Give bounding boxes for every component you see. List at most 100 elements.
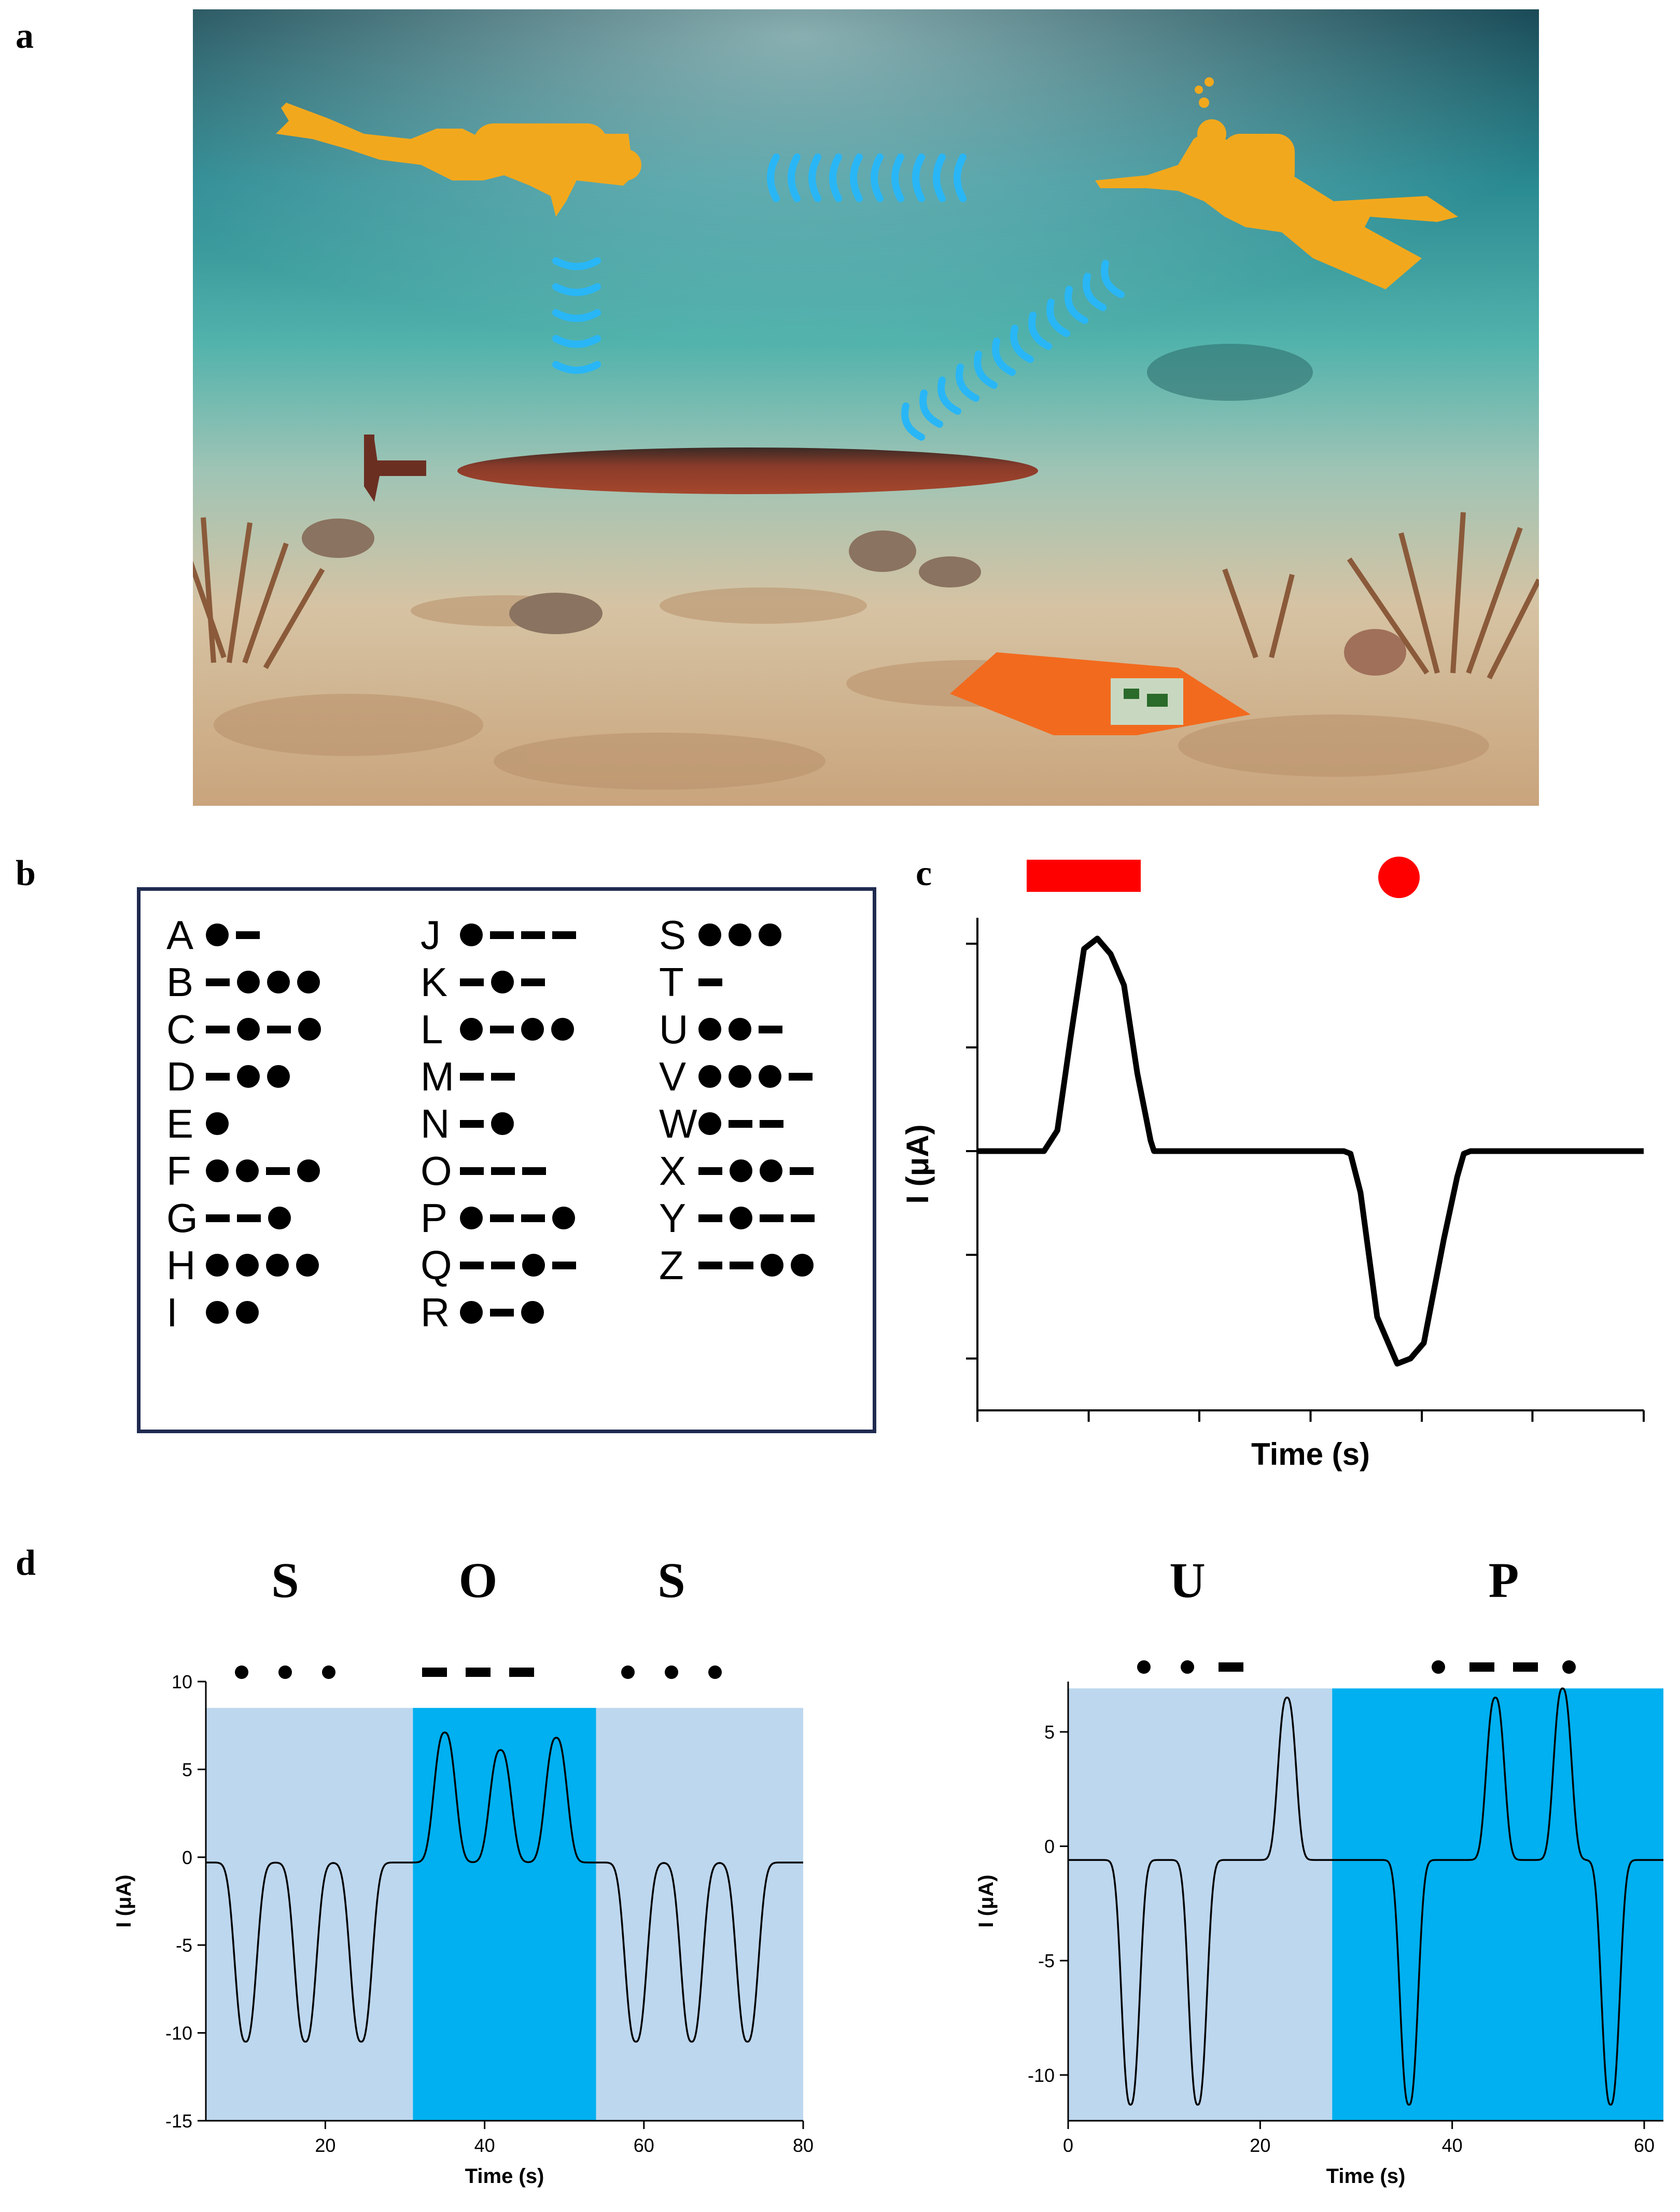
morse-letter: L: [421, 1006, 443, 1052]
morse-dot: [491, 1112, 514, 1135]
morse-letter: V: [659, 1053, 687, 1099]
seaweed-left: [193, 517, 325, 669]
morse-dash: [760, 1214, 783, 1222]
morse-letter-heading: S: [271, 1552, 299, 1608]
morse-dash: [460, 1119, 484, 1128]
morse-code: [698, 1065, 813, 1088]
panel-label-c: c: [916, 853, 932, 893]
morse-letter: X: [659, 1147, 687, 1194]
shaded-region: [596, 1707, 803, 2121]
morse-letter: A: [166, 912, 194, 958]
morse-dot: [521, 1018, 544, 1041]
morse-entry-a: A: [166, 912, 260, 958]
morse-entry-c: C: [166, 1006, 321, 1053]
code-dot: [235, 1665, 248, 1679]
morse-dash: [460, 978, 484, 986]
morse-code: [206, 1301, 259, 1324]
morse-dot: [206, 923, 229, 946]
morse-code: [460, 1167, 546, 1175]
morse-dash: [490, 1025, 514, 1033]
x-tick-label: 40: [474, 2135, 495, 2156]
morse-dash: [698, 978, 722, 986]
x-tick-label: 40: [1442, 2135, 1463, 2156]
x-axis-label: Time (s): [1251, 1437, 1370, 1472]
morse-letter: B: [166, 959, 194, 1005]
x-tick-label: 60: [1634, 2135, 1655, 2156]
code-dot: [1432, 1660, 1445, 1674]
red-dot-symbol: [1378, 857, 1420, 898]
morse-entry-w: W: [659, 1100, 783, 1147]
morse-dash: [491, 1167, 515, 1175]
morse-dash: [460, 1167, 484, 1175]
chart-c: Time (s) I (μA): [900, 857, 1645, 1472]
morse-letter: I: [166, 1289, 178, 1335]
y-tick-label: -10: [1028, 2065, 1055, 2086]
morse-dash: [730, 1261, 753, 1269]
morse-letter-heading: S: [657, 1552, 685, 1608]
code-dash: [1219, 1662, 1243, 1672]
morse-dot: [236, 1159, 259, 1182]
morse-entry-k: K: [421, 959, 545, 1005]
morse-letter-heading: O: [459, 1552, 498, 1608]
morse-dash: [789, 1072, 813, 1081]
morse-dash: [460, 1261, 484, 1269]
submarine-icon: [364, 435, 1038, 502]
morse-entry-l: L: [421, 1006, 574, 1053]
morse-dot: [729, 1065, 751, 1088]
morse-code: [460, 1301, 544, 1324]
y-tick-label: 10: [172, 1671, 192, 1692]
morse-dot: [521, 1301, 544, 1324]
morse-code: [460, 971, 545, 993]
morse-dot: [698, 923, 721, 946]
morse-entry-v: V: [659, 1053, 813, 1100]
sensor-device-icon: [950, 652, 1251, 735]
morse-entry-g: G: [166, 1195, 291, 1241]
morse-letter: W: [659, 1100, 697, 1146]
shaded-region: [1068, 1688, 1333, 2121]
morse-entry-d: D: [166, 1053, 290, 1100]
code-dot: [1562, 1660, 1576, 1674]
morse-dot: [206, 1159, 229, 1182]
shaded-region: [1332, 1688, 1663, 2121]
morse-letter: T: [659, 959, 684, 1005]
morse-letter: R: [421, 1289, 450, 1335]
morse-entry-u: U: [659, 1006, 782, 1053]
morse-dot: [237, 1065, 260, 1088]
morse-entry-q: Q: [421, 1242, 576, 1289]
series-line: [977, 935, 1644, 1367]
morse-code: [460, 923, 576, 946]
signal-line: [206, 1731, 803, 2043]
red-dash-symbol: [1027, 860, 1141, 892]
diver-right-icon: [1095, 77, 1458, 289]
morse-dash: [522, 1167, 546, 1175]
y-axis-label: I (μA): [975, 1874, 998, 1927]
morse-dash: [490, 931, 514, 939]
morse-entry-s: S: [659, 912, 781, 958]
panel-label-b: b: [16, 853, 36, 893]
morse-dash: [729, 1119, 752, 1128]
morse-code: [460, 1072, 515, 1081]
x-axis-label: Time (s): [1326, 2165, 1406, 2188]
morse-dash: [698, 1214, 722, 1222]
morse-dash: [491, 1072, 515, 1081]
morse-code: [460, 1207, 575, 1229]
seaweed-right: [1222, 512, 1539, 680]
morse-letter: Q: [421, 1242, 452, 1288]
morse-letter: Y: [659, 1195, 687, 1241]
morse-code: [206, 1065, 290, 1088]
morse-dot: [297, 971, 320, 993]
y-axis-label: I (μA): [113, 1874, 135, 1927]
morse-letter: N: [421, 1100, 450, 1146]
morse-dot: [760, 1159, 782, 1182]
morse-dot: [236, 1301, 259, 1324]
morse-letter: E: [166, 1100, 194, 1146]
morse-letter: K: [421, 959, 448, 1005]
morse-letter: C: [166, 1006, 196, 1052]
morse-code: [206, 971, 320, 993]
x-axis-label: Time (s): [465, 2165, 544, 2188]
morse-letter: D: [166, 1053, 196, 1099]
morse-dot: [237, 971, 260, 993]
morse-dash: [791, 1214, 815, 1222]
morse-code: [698, 978, 722, 986]
morse-entry-z: Z: [659, 1242, 814, 1289]
